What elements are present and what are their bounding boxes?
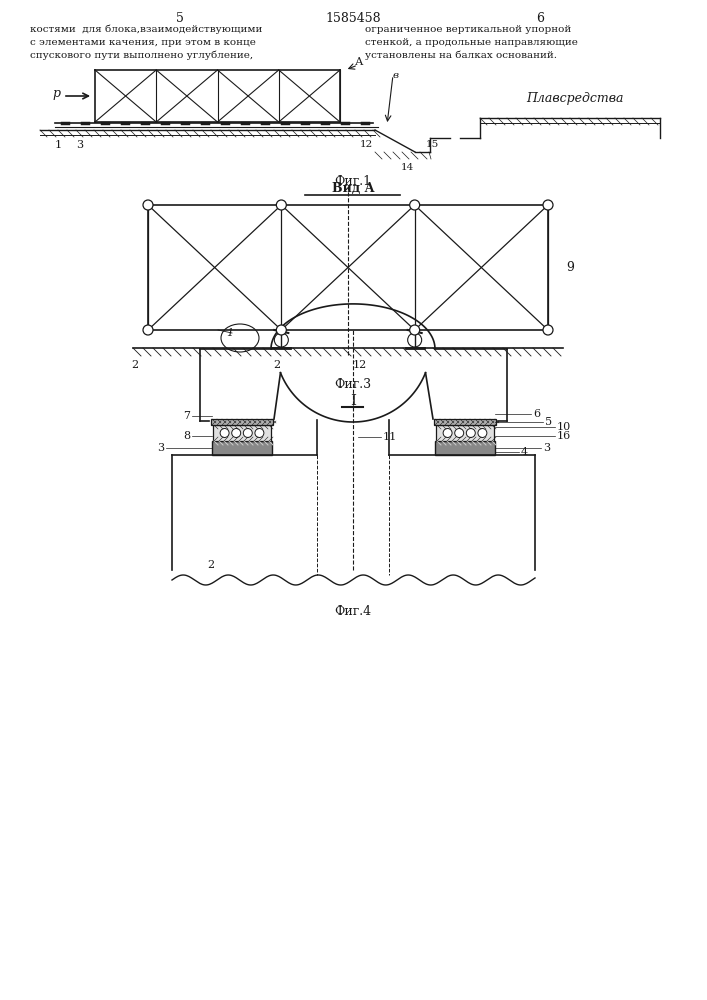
Text: 4: 4: [521, 447, 528, 457]
Circle shape: [143, 325, 153, 335]
Circle shape: [543, 325, 553, 335]
Text: ограниченное вертикальной упорной: ограниченное вертикальной упорной: [365, 25, 571, 34]
Circle shape: [543, 200, 553, 210]
Text: 11: 11: [383, 432, 397, 442]
Circle shape: [232, 429, 240, 437]
Circle shape: [220, 429, 229, 437]
Text: 8: 8: [183, 431, 190, 441]
Text: I: I: [350, 394, 356, 408]
Text: 3: 3: [543, 443, 550, 453]
Text: 2: 2: [131, 360, 138, 370]
Text: 3: 3: [76, 140, 83, 150]
Text: 15: 15: [426, 140, 438, 149]
Circle shape: [243, 429, 252, 437]
Bar: [212, 441, 272, 455]
Bar: [436, 425, 494, 441]
Bar: [211, 419, 273, 425]
Text: 12: 12: [359, 140, 373, 149]
Circle shape: [408, 333, 421, 347]
Text: 5: 5: [545, 417, 552, 427]
Text: спускового пути выполнено углубление,: спускового пути выполнено углубление,: [30, 51, 253, 60]
Text: в: в: [393, 70, 399, 80]
Text: 1585458: 1585458: [325, 12, 381, 25]
Text: 16: 16: [557, 431, 571, 441]
Text: 1: 1: [54, 140, 62, 150]
Circle shape: [409, 325, 420, 335]
Text: стенкой, а продольные направляющие: стенкой, а продольные направляющие: [365, 38, 578, 47]
Text: 14: 14: [400, 163, 414, 172]
Text: 5: 5: [176, 12, 184, 25]
Text: р: р: [52, 87, 60, 100]
Circle shape: [409, 200, 420, 210]
Text: 7: 7: [183, 411, 190, 421]
Text: 12: 12: [353, 360, 367, 370]
Text: 10: 10: [557, 422, 571, 432]
Text: 6: 6: [536, 12, 544, 25]
Circle shape: [143, 200, 153, 210]
Text: 6: 6: [533, 409, 540, 419]
Text: Фиг.3: Фиг.3: [334, 378, 372, 391]
Text: костями  для блока,взаимодействующими: костями для блока,взаимодействующими: [30, 25, 262, 34]
Circle shape: [467, 429, 475, 437]
Text: установлены на балках оснований.: установлены на балках оснований.: [365, 51, 557, 60]
Circle shape: [276, 325, 286, 335]
Circle shape: [255, 429, 264, 437]
Text: Плавсредства: Плавсредства: [526, 92, 624, 105]
Text: 2: 2: [207, 560, 214, 570]
Bar: [434, 419, 496, 425]
Bar: [213, 425, 271, 441]
Circle shape: [276, 200, 286, 210]
Text: с элементами качения, при этом в конце: с элементами качения, при этом в конце: [30, 38, 256, 47]
Bar: [435, 441, 495, 455]
Text: 1: 1: [226, 328, 233, 338]
Text: 3: 3: [157, 443, 164, 453]
Circle shape: [443, 429, 452, 437]
Text: Вид А: Вид А: [332, 182, 374, 195]
Text: 9: 9: [566, 261, 574, 274]
Text: А: А: [355, 57, 363, 67]
Text: Фиг.1: Фиг.1: [334, 175, 372, 188]
Circle shape: [478, 429, 487, 437]
Text: 2: 2: [273, 360, 280, 370]
Circle shape: [455, 429, 464, 437]
Text: Фиг.4: Фиг.4: [334, 605, 372, 618]
Circle shape: [274, 333, 288, 347]
